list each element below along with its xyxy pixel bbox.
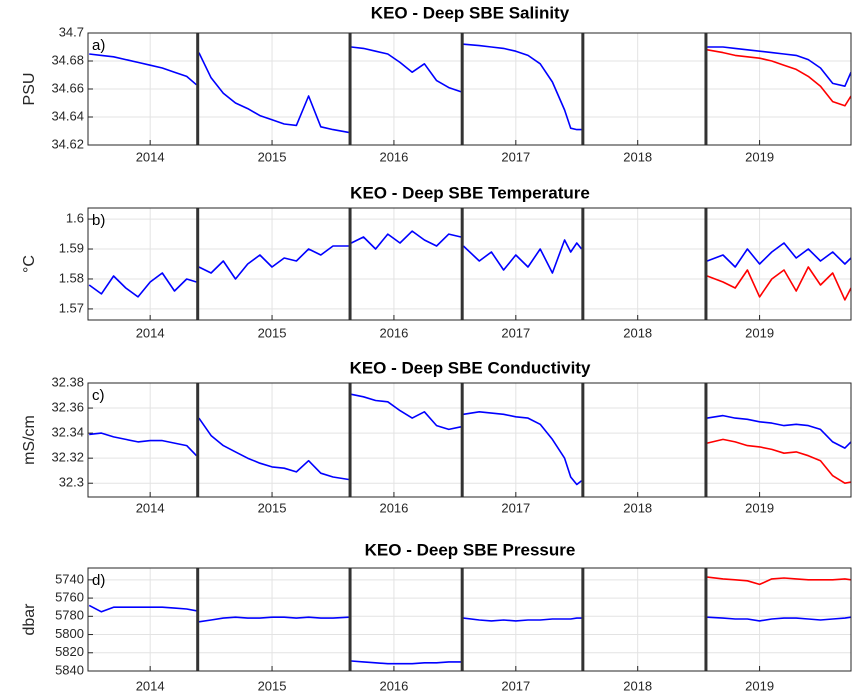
x-tick-label: 2016 — [379, 500, 408, 515]
panel-label: a) — [92, 37, 105, 54]
y-tick-label: 5780 — [55, 608, 84, 623]
panel-label: c) — [92, 387, 105, 404]
y-tick-label: 32.3 — [59, 475, 84, 490]
y-tick-label: 1.58 — [59, 270, 84, 285]
y-tick-label: 34.62 — [51, 136, 84, 151]
series-line — [89, 43, 851, 134]
chart-title: KEO - Deep SBE Temperature — [350, 183, 590, 202]
x-tick-label: 2018 — [623, 325, 652, 340]
y-tick-label: 32.36 — [51, 399, 84, 414]
y-axis-label: PSU — [21, 73, 38, 106]
y-axis-label: dbar — [21, 603, 38, 636]
y-axis-label: °C — [21, 255, 38, 273]
x-tick-label: 2018 — [623, 149, 652, 164]
y-tick-label: 34.64 — [51, 108, 84, 123]
x-tick-label: 2015 — [258, 325, 287, 340]
x-tick-label: 2017 — [501, 678, 530, 693]
y-tick-label: 32.34 — [51, 425, 84, 440]
y-tick-label: 1.57 — [59, 300, 84, 315]
x-tick-label: 2014 — [136, 500, 165, 515]
y-tick-label: 34.7 — [59, 24, 84, 39]
axes-box — [87, 382, 852, 498]
x-tick-label: 2019 — [745, 678, 774, 693]
x-tick-label: 2019 — [745, 500, 774, 515]
panel: KEO - Deep SBE Conductivity mS/cm 32.3 32.3… — [21, 358, 852, 515]
series-line — [88, 604, 851, 665]
x-tick-label: 2015 — [258, 500, 287, 515]
y-tick-label: 34.66 — [51, 80, 84, 95]
y-tick-label: 5820 — [55, 644, 84, 659]
x-tick-label: 2018 — [623, 500, 652, 515]
y-tick-label: 5800 — [55, 626, 84, 641]
axes-box — [87, 207, 852, 321]
series-line — [89, 393, 851, 486]
y-tick-label: 5760 — [55, 590, 84, 605]
series-line — [707, 438, 851, 484]
x-tick-label: 2015 — [258, 149, 287, 164]
panel: KEO - Deep SBE Salinity PSU 34.62 34.64 34.6… — [21, 3, 852, 164]
x-tick-label: 2018 — [623, 678, 652, 693]
x-tick-label: 2017 — [501, 500, 530, 515]
y-axis-label: mS/cm — [21, 415, 38, 465]
panel-label: b) — [92, 212, 105, 229]
x-tick-label: 2015 — [258, 678, 287, 693]
series-line — [707, 576, 851, 586]
x-tick-label: 2014 — [136, 149, 165, 164]
x-tick-label: 2017 — [501, 325, 530, 340]
series-line — [707, 49, 851, 107]
x-tick-label: 2019 — [745, 149, 774, 164]
y-tick-label: 1.6 — [66, 211, 84, 226]
axes-box — [87, 567, 852, 672]
y-tick-label: 32.38 — [51, 374, 84, 389]
x-tick-label: 2014 — [136, 325, 165, 340]
y-tick-label: 5840 — [55, 662, 84, 677]
y-tick-label: 34.68 — [51, 52, 84, 67]
series-line — [706, 266, 851, 301]
axes-box — [87, 32, 852, 146]
y-tick-label: 32.32 — [51, 450, 84, 465]
x-tick-label: 2014 — [136, 678, 165, 693]
x-tick-label: 2017 — [501, 149, 530, 164]
panel: KEO - Deep SBE Temperature °C 1.57 1.58 1.59… — [21, 183, 852, 340]
x-tick-label: 2016 — [379, 149, 408, 164]
y-tick-label: 5740 — [55, 571, 84, 586]
x-tick-label: 2016 — [379, 325, 408, 340]
x-tick-label: 2019 — [745, 325, 774, 340]
series-line — [88, 230, 851, 298]
panel-label: d) — [92, 572, 105, 589]
chart-title: KEO - Deep SBE Pressure — [365, 540, 576, 559]
chart-title: KEO - Deep SBE Salinity — [371, 3, 570, 22]
chart-title: KEO - Deep SBE Conductivity — [350, 358, 591, 377]
x-tick-label: 2016 — [379, 678, 408, 693]
y-tick-label: 1.59 — [59, 240, 84, 255]
panel: KEO - Deep SBE Pressure dbar 5740 5760 5780 5… — [21, 540, 852, 693]
